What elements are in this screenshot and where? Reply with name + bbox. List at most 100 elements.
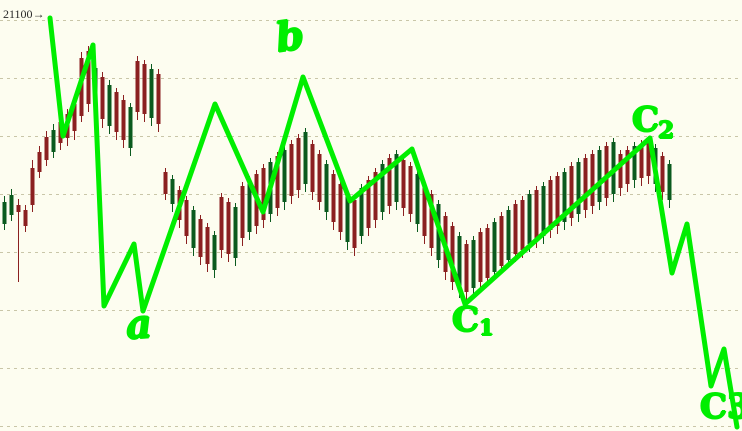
- candle-body: [170, 179, 175, 204]
- candle-body: [275, 156, 280, 208]
- candle-body: [590, 154, 595, 206]
- candle-body: [387, 158, 392, 206]
- candle-body: [401, 160, 406, 208]
- candle-body: [359, 188, 364, 236]
- wave-annotation-a: a: [124, 300, 153, 349]
- candle-body: [471, 240, 476, 288]
- candle-body: [597, 150, 602, 202]
- candle-body: [569, 166, 574, 218]
- candle-body: [506, 210, 511, 260]
- candle-body: [121, 100, 126, 140]
- candle-body: [415, 174, 420, 224]
- candle-body: [16, 205, 21, 212]
- candle-body: [149, 69, 154, 118]
- candle-body: [142, 64, 147, 114]
- candle-body: [324, 164, 329, 212]
- candle-body: [625, 150, 630, 184]
- candle-body: [660, 156, 665, 192]
- candle-body: [282, 150, 287, 202]
- wave-annotation-c2-main: C: [632, 100, 660, 140]
- candle-body: [562, 172, 567, 222]
- candle-body: [37, 152, 42, 172]
- candle-body: [667, 164, 672, 200]
- wave-annotation-c1: C1: [452, 300, 494, 340]
- candle-body: [352, 200, 357, 248]
- candle-body: [198, 219, 203, 257]
- candle-body: [548, 180, 553, 230]
- candle-body: [373, 172, 378, 220]
- candle-body: [23, 210, 28, 226]
- candle-body: [296, 138, 301, 190]
- candle-body: [128, 107, 133, 148]
- price-axis-arrow-icon: →: [32, 7, 45, 21]
- candle-body: [212, 235, 217, 270]
- candle-body: [240, 186, 245, 238]
- gridlines-group: [0, 20, 742, 427]
- candle-body: [639, 144, 644, 178]
- candle-body: [338, 184, 343, 232]
- wave-annotation-a-text: a: [124, 300, 154, 349]
- candle-body: [289, 144, 294, 196]
- candle-body: [478, 232, 483, 282]
- candle-body: [135, 61, 140, 112]
- candle-body: [429, 194, 434, 248]
- candle-body: [261, 168, 266, 220]
- candle-body: [2, 202, 7, 224]
- candle-body: [114, 92, 119, 132]
- zigzag-wave-overlay[interactable]: [47, 15, 740, 430]
- candle-body: [646, 142, 651, 176]
- candle-body: [394, 154, 399, 202]
- candle-body: [576, 162, 581, 214]
- candle-body: [191, 210, 196, 248]
- candle-body: [520, 200, 525, 250]
- candle-body: [205, 227, 210, 264]
- candle-body: [457, 236, 462, 290]
- candle-body: [345, 194, 350, 242]
- candle-body: [100, 77, 105, 119]
- candle-body: [226, 202, 231, 254]
- candle-body: [583, 158, 588, 210]
- wave-annotation-c3-text: C3: [700, 387, 742, 427]
- candle-body: [9, 195, 14, 215]
- candle-body: [30, 168, 35, 205]
- candle-body: [310, 144, 315, 192]
- candle-body: [632, 146, 637, 180]
- candle-body: [44, 137, 49, 160]
- candle-body: [163, 172, 168, 194]
- wave-annotation-c1-main: C: [452, 300, 480, 340]
- wave-annotation-b: b: [273, 11, 307, 61]
- candle-body: [485, 228, 490, 278]
- candle-body: [86, 51, 91, 104]
- candle-body: [233, 207, 238, 258]
- candle-body: [107, 85, 112, 126]
- price-axis-label-value: 21100: [3, 7, 33, 21]
- candle-body: [422, 184, 427, 236]
- candle-body: [541, 186, 546, 236]
- candle-body: [408, 166, 413, 214]
- candle-body: [450, 226, 455, 282]
- candle-body: [464, 244, 469, 292]
- candle-body: [72, 104, 77, 131]
- candle-body: [492, 222, 497, 272]
- candle-body: [604, 146, 609, 198]
- wave-annotation-c2: C2: [632, 100, 675, 142]
- candle-body: [555, 176, 560, 226]
- candle-body: [618, 154, 623, 188]
- wave-annotation-c1-subscript: 1: [479, 315, 494, 340]
- candle-body: [219, 197, 224, 250]
- candle-body: [513, 204, 518, 254]
- candle-body: [331, 174, 336, 222]
- candle-body: [247, 180, 252, 232]
- candle-body: [534, 190, 539, 240]
- wave-annotation-c3: C3: [700, 390, 742, 424]
- candle-body: [51, 130, 56, 152]
- candle-body: [303, 132, 308, 184]
- wave-annotation-c2-subscript: 2: [658, 117, 675, 144]
- candle-body: [527, 194, 532, 244]
- candle-body: [499, 216, 504, 266]
- candle-body: [156, 74, 161, 124]
- zigzag-overlay-group: [47, 15, 740, 430]
- candle-body: [317, 154, 322, 202]
